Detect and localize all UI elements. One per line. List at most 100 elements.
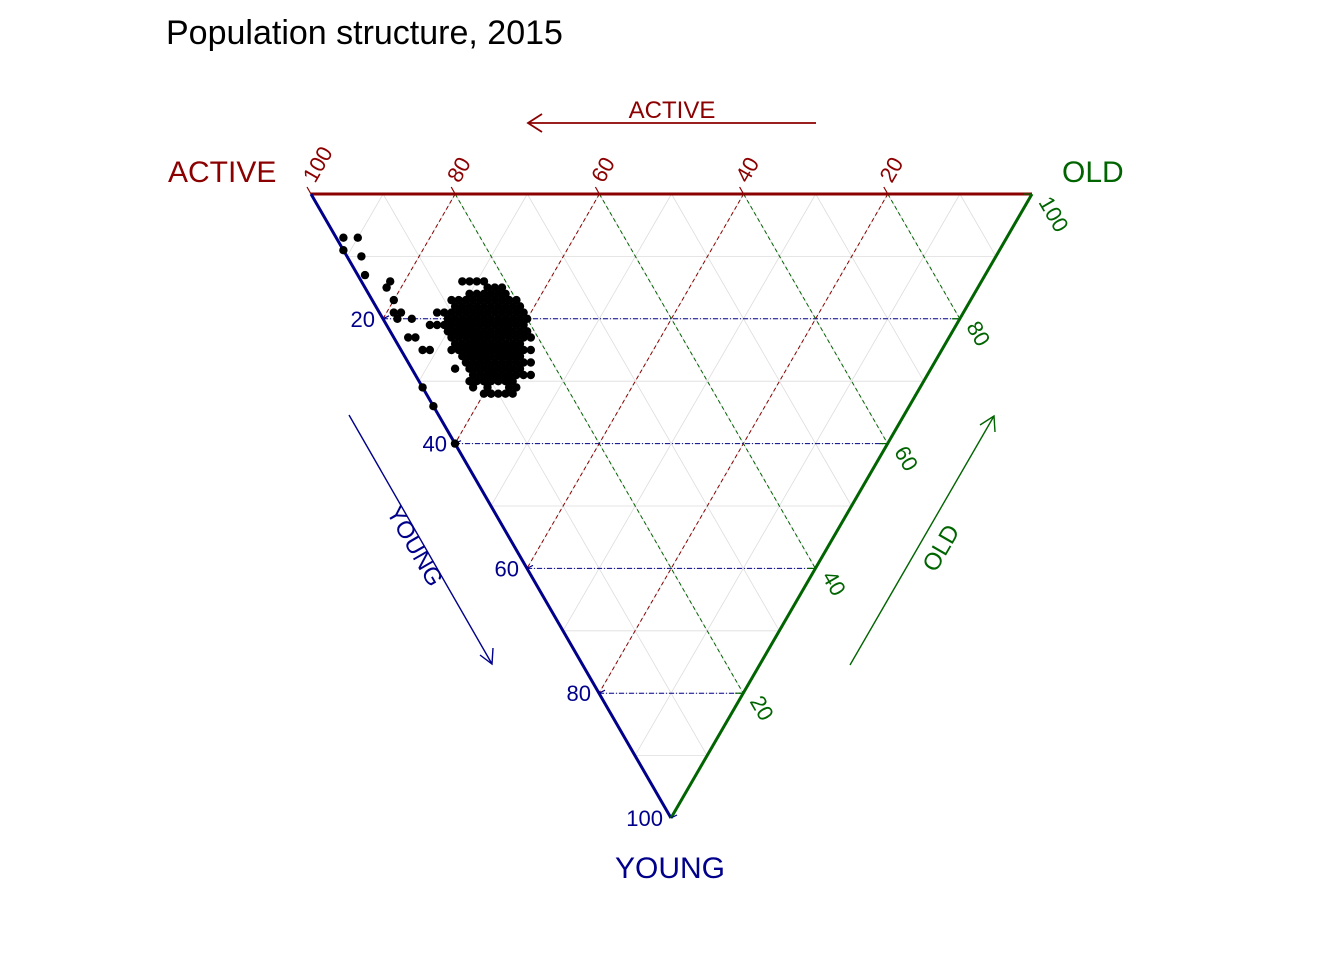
young-tick: [670, 814, 678, 819]
data-point: [465, 314, 474, 323]
data-point: [519, 358, 528, 367]
data-point: [494, 339, 503, 348]
data-point: [512, 333, 521, 342]
data-point: [508, 327, 517, 336]
data-point: [505, 308, 514, 317]
data-point: [490, 283, 499, 292]
data-point: [432, 308, 442, 317]
young-direction-arrow: YOUNG: [348, 414, 494, 666]
data-point: [407, 314, 416, 323]
data-point: [497, 320, 507, 330]
data-point: [501, 302, 510, 311]
data-point: [450, 314, 460, 323]
data-point: [440, 320, 449, 330]
data-point: [483, 283, 492, 292]
young-tick: [382, 315, 390, 320]
data-point: [472, 314, 481, 323]
data-point: [486, 339, 496, 348]
active-ticks: 20 40 60 80 100: [298, 142, 908, 195]
data-point: [508, 389, 517, 398]
data-point: [468, 308, 478, 317]
active-tick-label: 20: [874, 153, 908, 187]
data-point: [461, 358, 471, 367]
data-point: [353, 233, 362, 242]
data-point: [504, 370, 514, 380]
young-tick-label: 40: [423, 432, 447, 457]
data-point: [472, 339, 481, 348]
data-point: [490, 333, 499, 342]
data-point: [490, 345, 499, 355]
active-tick-label: 40: [730, 153, 764, 187]
data-point: [508, 339, 517, 348]
grid-line-active: [526, 193, 745, 569]
data-point: [486, 352, 496, 361]
data-point: [508, 302, 517, 311]
active-tick-label: 60: [586, 153, 620, 187]
data-point: [526, 333, 535, 342]
data-point: [479, 277, 489, 286]
data-point: [468, 358, 478, 367]
active-tick: [739, 186, 745, 195]
data-point: [526, 370, 535, 380]
data-point: [505, 333, 514, 342]
data-point: [479, 352, 489, 361]
active-direction-arrow: ACTIVE: [526, 97, 816, 133]
data-point: [454, 320, 463, 330]
data-point: [501, 314, 510, 323]
data-point: [494, 352, 503, 361]
data-point: [468, 345, 478, 355]
chart-title: Population structure, 2015: [166, 14, 563, 52]
data-point: [465, 339, 474, 348]
old-tick-label: 80: [961, 317, 995, 351]
data-point: [501, 364, 510, 373]
data-point: [389, 308, 398, 317]
data-point: [468, 320, 478, 330]
data-point: [497, 345, 507, 355]
grid-line-minor: [346, 193, 384, 257]
young-arrow-label: YOUNG: [381, 501, 448, 591]
old-vertex-label: OLD: [1062, 156, 1124, 189]
old-ticks: 20 40 60 80 100: [735, 192, 1074, 725]
data-point: [472, 277, 481, 286]
data-point: [386, 277, 395, 286]
grid-line-minor: [815, 193, 925, 382]
data-point: [479, 377, 489, 386]
data-point: [508, 364, 517, 373]
data-point: [458, 277, 467, 286]
data-point: [479, 339, 489, 348]
data-point: [501, 339, 510, 348]
data-point: [450, 364, 460, 373]
data-point: [501, 377, 510, 386]
data-point: [483, 333, 492, 342]
grid-line-minor: [959, 193, 997, 257]
data-point: [458, 339, 467, 348]
data-point: [458, 327, 467, 336]
data-point: [454, 345, 463, 355]
data-point: [519, 308, 528, 317]
active-arrow-label: ACTIVE: [629, 97, 716, 124]
data-point: [472, 364, 481, 373]
data-point: [497, 370, 507, 380]
data-point: [490, 295, 499, 305]
data-point: [339, 233, 348, 242]
data-point: [429, 402, 438, 411]
data-point: [483, 308, 492, 317]
data-point: [476, 308, 485, 317]
data-point: [483, 320, 492, 330]
data-point: [396, 308, 406, 317]
major-grid: [382, 193, 961, 694]
data-point: [447, 320, 456, 330]
data-point: [472, 302, 481, 311]
data-point: [432, 320, 442, 330]
data-point: [411, 333, 420, 342]
young-tick-label: 100: [626, 806, 663, 831]
data-point: [461, 295, 471, 305]
data-point: [497, 295, 507, 305]
data-point: [504, 383, 514, 392]
data-point: [501, 289, 510, 298]
active-tick-label: 80: [442, 153, 476, 187]
grid-line-minor: [418, 193, 528, 382]
data-point: [476, 370, 485, 380]
data-point: [512, 295, 521, 305]
data-point: [472, 377, 481, 386]
